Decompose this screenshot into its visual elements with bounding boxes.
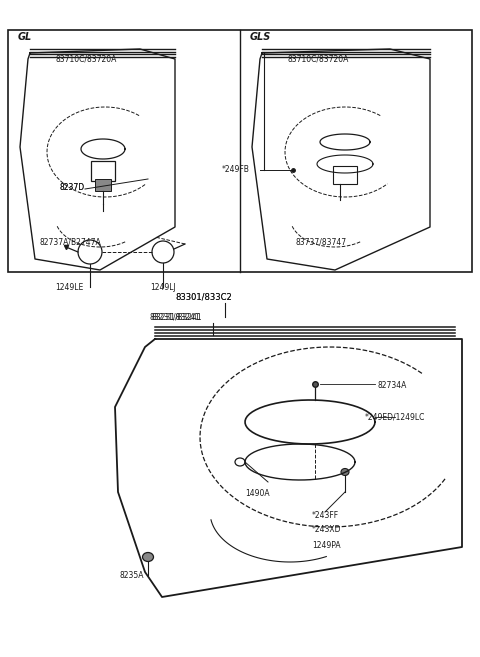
Ellipse shape: [341, 468, 349, 476]
Text: *243FF: *243FF: [312, 510, 339, 520]
Text: 83710C/83720A: 83710C/83720A: [288, 55, 349, 64]
Text: *243XD: *243XD: [312, 526, 341, 535]
Text: 83737/83747: 83737/83747: [295, 237, 346, 246]
Text: 83231/83241: 83231/83241: [152, 313, 203, 321]
Text: 82737A/B2747A: 82737A/B2747A: [40, 237, 102, 246]
Text: 83301/833C2: 83301/833C2: [175, 292, 232, 302]
Text: 1249PA: 1249PA: [312, 541, 341, 549]
Text: GL: GL: [18, 32, 32, 42]
Bar: [91, 161, 115, 181]
Bar: [8, 30, 472, 272]
Text: 83301/833C2: 83301/833C2: [175, 292, 232, 302]
Text: 8237D: 8237D: [60, 183, 85, 191]
Text: *249ED/1249LC: *249ED/1249LC: [365, 413, 425, 422]
Text: 83710C/83720A: 83710C/83720A: [55, 55, 116, 64]
Text: 8237D: 8237D: [60, 183, 85, 191]
Text: 8235A: 8235A: [120, 570, 144, 579]
Text: 82734A: 82734A: [378, 380, 408, 390]
Text: GLS: GLS: [250, 32, 271, 42]
Ellipse shape: [143, 553, 154, 562]
Text: 1249LE: 1249LE: [55, 283, 83, 292]
Text: *249FB: *249FB: [222, 166, 250, 175]
Text: 1249LJ: 1249LJ: [150, 283, 176, 292]
Bar: [333, 166, 357, 184]
Text: 1490A: 1490A: [245, 489, 270, 499]
Bar: [95, 179, 111, 191]
Text: 83231/83241: 83231/83241: [150, 313, 201, 321]
